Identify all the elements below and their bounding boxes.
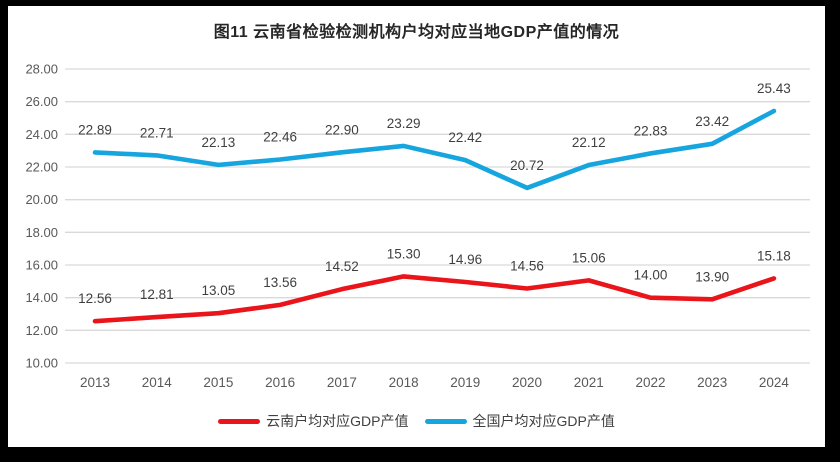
x-tick-label: 2021 [574,375,604,390]
y-tick-label: 22.00 [25,160,58,175]
chart-title: 图11 云南省检验检测机构户均对应当地GDP产值的情况 [213,24,620,41]
yunnan-data-label: 13.05 [202,283,236,298]
yunnan-data-label: 12.56 [78,291,112,306]
x-tick-label: 2013 [80,375,110,390]
national-data-label: 23.29 [387,116,421,131]
legend: 云南户均对应GDP产值 全国户均对应GDP产值 [8,411,825,431]
yunnan-data-label: 14.00 [634,268,668,283]
y-tick-label: 14.00 [25,290,58,305]
legend-label-yunnan: 云南户均对应GDP产值 [266,413,409,429]
chart-plot: 28.00 26.00 24.00 22.00 20.00 18.00 16.00 14.00… [25,62,810,390]
yunnan-data-label: 12.81 [140,287,174,302]
national-data-label: 22.89 [78,122,112,137]
y-tick-label: 16.00 [25,258,58,273]
legend-swatch-yunnan [218,418,261,424]
y-tick-label: 24.00 [25,127,58,142]
y-tick-label: 26.00 [25,94,58,109]
national-data-label: 22.90 [325,122,359,137]
x-tick-label: 2024 [759,375,790,390]
national-data-label: 23.42 [695,114,729,129]
legend-swatch-national [424,418,467,424]
national-data-label: 22.71 [140,125,174,140]
yunnan-data-label: 13.56 [263,275,297,290]
yunnan-data-label: 13.90 [695,269,729,284]
x-tick-label: 2022 [635,375,665,390]
x-tick-label: 2014 [142,375,173,390]
yunnan-data-label: 14.52 [325,259,359,274]
x-tick-label: 2015 [203,375,233,390]
x-tick-label: 2023 [697,375,727,390]
x-tick-label: 2020 [512,375,542,390]
national-data-label: 25.43 [757,81,791,96]
y-tick-label: 18.00 [25,225,58,240]
national-data-label: 22.13 [202,135,236,150]
x-tick-label: 2016 [265,375,295,390]
national-data-label: 22.12 [572,135,606,150]
x-tick-label: 2019 [450,375,480,390]
x-tick-label: 2017 [327,375,357,390]
yunnan-data-label: 14.96 [448,252,482,267]
national-data-label: 22.42 [448,130,482,145]
legend-label-national: 全国户均对应GDP产值 [472,413,615,429]
national-data-label: 20.72 [510,158,544,173]
yunnan-gdp-line [92,274,777,324]
y-tick-label: 10.00 [25,356,58,371]
national-data-label: 22.46 [263,129,297,144]
yunnan-data-label: 15.30 [387,246,421,261]
yunnan-data-label: 14.56 [510,259,544,274]
yunnan-data-label: 15.06 [572,250,606,265]
x-tick-label: 2018 [389,375,419,390]
y-tick-label: 28.00 [25,62,58,77]
national-gdp-line [92,108,777,191]
y-tick-label: 12.00 [25,323,58,338]
y-tick-label: 20.00 [25,192,58,207]
yunnan-data-label: 15.18 [757,248,791,263]
chart-canvas: 图11 云南省检验检测机构户均对应当地GDP产值的情况 28.00 26.00 24… [8,6,825,447]
national-data-label: 22.83 [634,123,668,138]
